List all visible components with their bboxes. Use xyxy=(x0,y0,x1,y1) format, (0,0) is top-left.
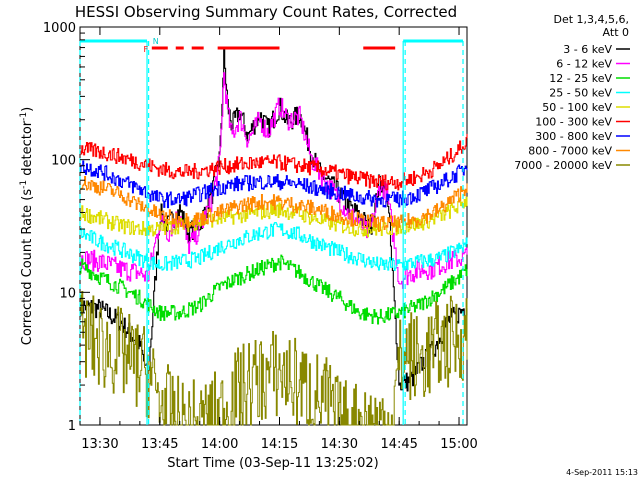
legend-entry: 800 - 7000 keV xyxy=(528,145,612,158)
y-tick-label: 10 xyxy=(59,286,76,301)
legend-entry: 7000 - 20000 keV xyxy=(514,159,612,172)
x-tick-label: 14:45 xyxy=(380,437,417,452)
x-tick-label: 14:15 xyxy=(261,437,298,452)
y-axis-label: Corrected Count Rate (s-1 detector-1) xyxy=(19,107,35,345)
legend-entry: 25 - 50 keV xyxy=(549,87,612,100)
legend: Det 1,3,4,5,6, Att 0 3 - 6 keV 6 - 12 keV… xyxy=(514,13,630,172)
x-axis: 13:30 13:45 14:00 14:15 14:30 14:45 15:00 xyxy=(79,27,478,452)
series-line xyxy=(80,254,468,325)
legend-entry: 12 - 25 keV xyxy=(549,72,612,85)
y-axis: 1 10 100 1000 xyxy=(43,21,90,434)
x-tick-label: 13:45 xyxy=(141,437,178,452)
legend-header-line-1: Det 1,3,4,5,6, xyxy=(553,13,629,26)
legend-entry: 3 - 6 keV xyxy=(563,43,612,56)
y-tick-label: 100 xyxy=(51,154,76,169)
plot-area: FN xyxy=(79,26,468,426)
flag-label: F xyxy=(144,45,149,54)
legend-header-line-2: Att 0 xyxy=(603,26,629,39)
y-tick-label: 1000 xyxy=(43,21,76,36)
x-axis-label: Start Time (03-Sep-11 13:25:02) xyxy=(167,456,378,471)
x-tick-label: 14:00 xyxy=(201,437,238,452)
legend-entry: 50 - 100 keV xyxy=(542,101,612,114)
flag-label: N xyxy=(153,37,159,46)
series-line xyxy=(80,72,468,289)
chart-title: HESSI Observing Summary Count Rates, Cor… xyxy=(75,3,457,21)
legend-entry: 6 - 12 keV xyxy=(556,58,612,71)
x-tick-label: 13:30 xyxy=(81,437,118,452)
x-tick-label: 15:00 xyxy=(440,437,477,452)
y-tick-label: 1 xyxy=(68,419,76,434)
x-tick-label: 14:30 xyxy=(321,437,358,452)
timestamp: 4-Sep-2011 15:13 xyxy=(566,468,638,477)
legend-entry: 100 - 300 keV xyxy=(535,116,612,129)
series-line xyxy=(80,291,468,426)
legend-entry: 300 - 800 keV xyxy=(535,130,612,143)
